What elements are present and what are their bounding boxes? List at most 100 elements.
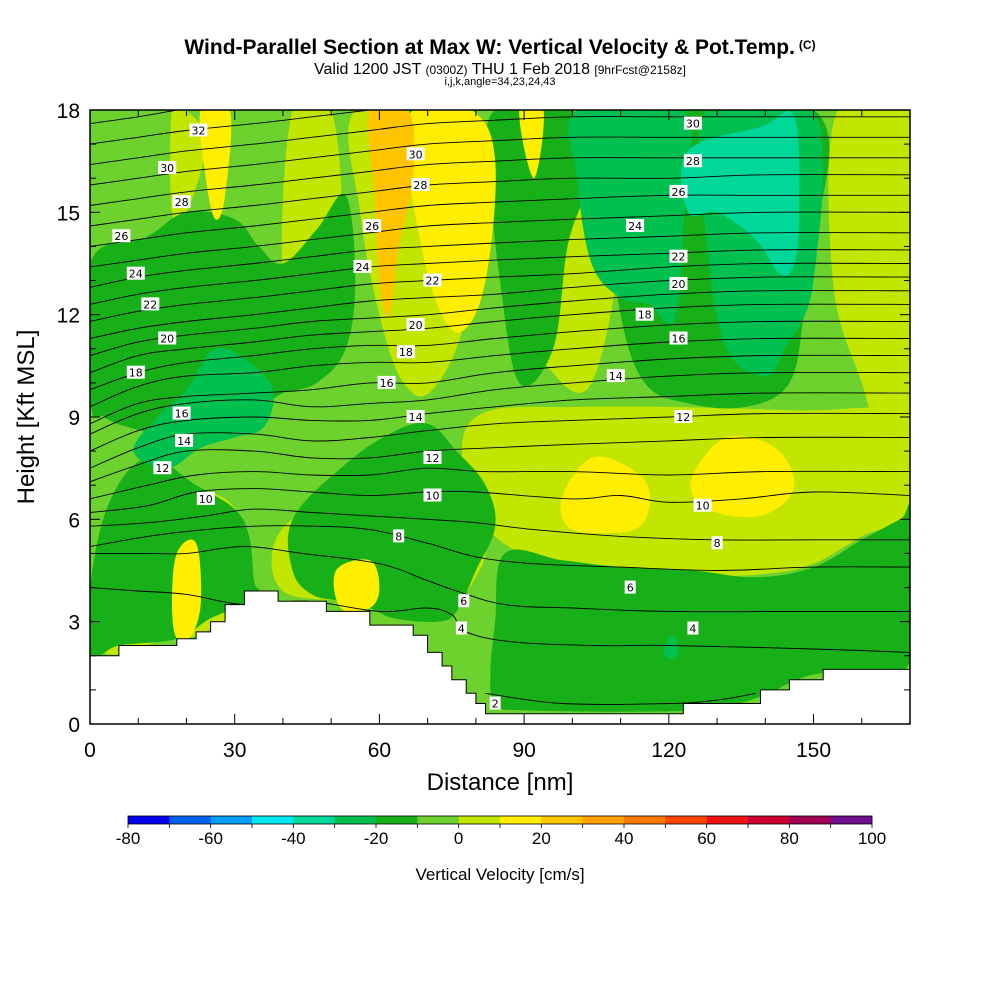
isentrope-label-bg xyxy=(396,345,415,359)
isentrope-label: 16 xyxy=(172,406,191,421)
isentrope-label-bg xyxy=(153,461,172,475)
isentrope-label: 18 xyxy=(126,365,145,380)
isentrope-line xyxy=(90,303,910,374)
isentrope-label-bg xyxy=(669,249,688,263)
y-tick-label: 18 xyxy=(57,100,80,123)
isentrope-label: 30 xyxy=(158,161,177,175)
forecast-info: [9hrFcst@2158z] xyxy=(594,63,686,77)
isentrope-label-bg xyxy=(423,273,442,287)
isentrope-label-text: 10 xyxy=(426,490,440,503)
isentrope-label-bg xyxy=(158,161,177,174)
colorbar-tick-label: 60 xyxy=(697,829,716,848)
isentrope-label: 6 xyxy=(458,594,470,608)
colorbar-swatch xyxy=(334,816,377,824)
y-tick-label: 6 xyxy=(68,509,80,532)
isentrope-label-text: 6 xyxy=(627,582,634,595)
colorbar-swatch xyxy=(417,816,459,824)
velocity-region xyxy=(519,110,544,179)
colorbar-swatch xyxy=(706,816,749,824)
isentrope-label-text: 22 xyxy=(143,298,157,311)
valid-date: THU 1 Feb 2018 xyxy=(471,61,590,78)
colorbar-tick-label: 80 xyxy=(780,829,799,848)
isentrope-line xyxy=(90,371,910,435)
isentrope-label-bg xyxy=(196,491,215,505)
velocity-region xyxy=(333,559,380,613)
colorbar-swatch xyxy=(293,816,335,824)
isentrope-label: 14 xyxy=(175,433,194,448)
isentrope-label-text: 16 xyxy=(672,333,686,346)
isentrope-label-bg xyxy=(635,307,654,321)
y-tick-label: 9 xyxy=(68,407,80,430)
isentrope-label-text: 6 xyxy=(460,595,467,608)
isentrope-label-bg xyxy=(458,594,470,608)
isentrope-label-text: 18 xyxy=(399,346,413,359)
isentrope-label-bg xyxy=(363,219,382,232)
isentrope-label: 28 xyxy=(683,154,702,168)
isentrope-label-text: 28 xyxy=(175,196,189,209)
colorbar-swatch xyxy=(789,816,831,824)
isentrope-line xyxy=(90,232,910,288)
isentrope-line xyxy=(90,157,910,206)
isentrope-label: 26 xyxy=(669,184,688,199)
isentrope-label-bg xyxy=(693,498,712,512)
isentrope-label-text: 24 xyxy=(628,220,642,233)
isentrope-label: 4 xyxy=(687,621,699,636)
isentrope-label: 28 xyxy=(172,195,191,209)
isentrope-label-bg xyxy=(683,116,702,130)
isentrope-label-bg xyxy=(112,229,131,243)
colorbar-tick-label: 0 xyxy=(454,829,463,848)
isentrope-label: 10 xyxy=(423,488,442,503)
isentrope-label: 26 xyxy=(363,219,382,233)
isentrope-label-bg xyxy=(377,375,396,389)
isentrope-label-text: 14 xyxy=(609,370,623,383)
isentrope-label: 20 xyxy=(158,331,177,346)
chart-title: Wind-Parallel Section at Max W: Vertical… xyxy=(0,36,1000,60)
isentrope-line xyxy=(90,116,910,166)
velocity-region xyxy=(133,347,274,469)
isentrope-label-bg xyxy=(172,406,191,420)
colorbar-tick-label: -80 xyxy=(116,829,141,848)
velocity-region xyxy=(90,193,356,435)
isentrope-label: 16 xyxy=(377,375,396,390)
isentrope-label-text: 22 xyxy=(672,251,686,264)
isentrope-label-text: 24 xyxy=(356,261,370,274)
velocity-region xyxy=(461,406,910,582)
colorbar-tick-label: -40 xyxy=(281,829,306,848)
isentrope-label: 8 xyxy=(711,536,723,550)
isentrope-label-text: 16 xyxy=(175,408,189,421)
colorbar-swatch xyxy=(541,816,583,824)
isentrope-label-text: 8 xyxy=(714,537,721,550)
isentrope-line xyxy=(90,249,910,305)
isentrope-label-text: 20 xyxy=(672,278,686,291)
isentrope-line xyxy=(485,692,756,705)
y-tick-label: 3 xyxy=(68,612,80,635)
isentrope-label-bg xyxy=(624,580,636,594)
colorbar-tick-label: -60 xyxy=(198,829,223,848)
isentrope-line xyxy=(90,525,910,571)
isentrope-label: 12 xyxy=(674,410,693,424)
isentrope-label: 6 xyxy=(624,580,636,595)
isentrope-line xyxy=(90,392,910,452)
colorbar-swatch xyxy=(500,816,542,824)
isentrope-label: 12 xyxy=(423,450,442,465)
isentrope-label: 22 xyxy=(423,273,442,288)
colorbar-swatch xyxy=(582,816,625,824)
velocity-region xyxy=(663,635,679,660)
x-tick-label: 150 xyxy=(796,739,831,762)
isentrope-label: 16 xyxy=(669,331,688,346)
colorbar-swatch xyxy=(210,816,253,824)
valid-time-utc: (0300Z) xyxy=(425,63,468,77)
isentrope-line xyxy=(90,337,910,408)
isentrope-label-text: 18 xyxy=(638,309,652,322)
isentrope-label: 30 xyxy=(683,116,702,131)
isentrope-label-bg xyxy=(669,331,688,345)
isentrope-label-bg xyxy=(711,536,723,550)
colorbar-tick-label: -20 xyxy=(364,829,389,848)
colorbar-tick-label: 100 xyxy=(858,829,886,848)
isentrope-label-text: 16 xyxy=(380,377,394,390)
isentrope-label: 26 xyxy=(112,229,131,243)
isentrope-label: 24 xyxy=(626,219,645,233)
velocity-region xyxy=(172,539,202,642)
isentrope-label-bg xyxy=(455,621,467,635)
